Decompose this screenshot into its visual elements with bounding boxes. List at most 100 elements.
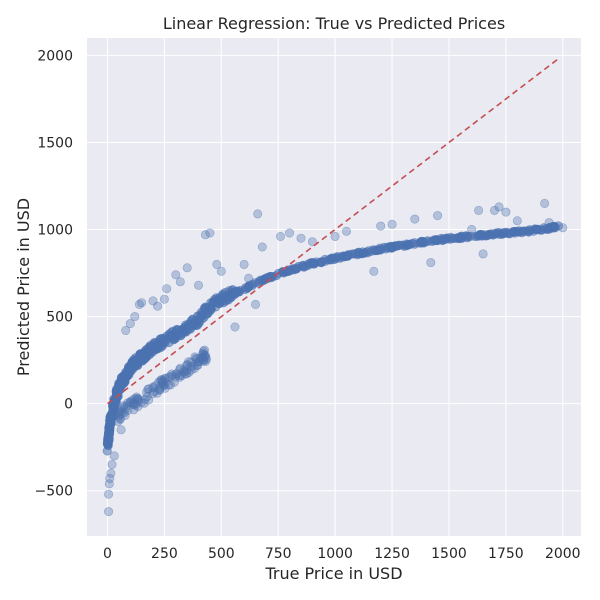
x-tick-label: 1500 [431,546,467,562]
data-point [175,363,185,373]
data-point [137,298,147,308]
y-tick-label: 500 [46,310,73,326]
data-point [335,253,345,263]
data-point [125,319,135,329]
data-point [171,270,181,280]
data-point [410,214,420,224]
data-point [198,355,208,365]
data-point [478,249,488,259]
data-point [512,216,522,226]
data-point [114,411,124,421]
data-point [296,233,306,243]
data-point [387,219,397,229]
data-point [154,377,164,387]
data-point [205,306,215,316]
y-tick-label: −500 [35,484,73,500]
data-point [148,296,158,306]
data-point [364,245,374,255]
data-point [140,394,150,404]
x-tick-label: 250 [151,546,178,562]
data-point [422,237,432,247]
data-point [194,280,204,290]
data-point [275,232,285,242]
data-point [175,277,185,287]
data-point [544,218,554,228]
x-tick-label: 2000 [545,546,581,562]
data-point [307,237,317,247]
data-point [109,451,119,461]
data-point [501,207,511,217]
data-point [230,322,240,332]
data-point [376,221,386,231]
data-point [162,284,172,294]
data-point [467,225,477,235]
data-point [114,407,124,417]
y-axis-label: Predicted Price in USD [14,198,33,376]
data-point [330,232,340,242]
data-point [103,430,113,440]
data-point [186,361,196,371]
data-point [212,259,222,269]
data-point [201,353,211,363]
y-tick-label: 1500 [37,135,73,151]
data-point [182,263,192,273]
data-point [163,372,173,382]
data-point [104,479,114,489]
reference-line [107,58,559,405]
x-axis-label: True Price in USD [264,564,402,583]
x-tick-label: 750 [265,546,292,562]
data-point [216,266,226,276]
data-point [479,230,489,240]
data-point [489,205,499,215]
data-point [257,242,267,252]
data-point [121,325,131,335]
data-point [285,228,295,238]
data-point [152,388,162,398]
data-point [244,281,254,291]
data-point [102,446,112,456]
data-point [251,299,261,309]
y-tick-label: 1000 [37,223,73,239]
plot-area [87,38,581,536]
data-point [474,205,484,215]
data-point [184,324,194,334]
data-point [123,398,133,408]
data-point [104,489,114,499]
x-tick-label: 0 [103,546,112,562]
data-point [107,460,117,470]
reference-line-group [107,58,559,405]
data-point [369,266,379,276]
data-point [153,301,163,311]
data-point [289,265,299,275]
data-point [132,394,142,404]
x-tick-label: 1000 [317,546,353,562]
data-point [130,399,140,409]
data-point [200,230,210,240]
data-point [239,259,249,269]
data-point [540,198,550,208]
data-point [231,289,241,299]
data-point [106,468,116,478]
y-tick-label: 2000 [37,48,73,64]
data-point [174,330,184,340]
data-point [253,209,263,219]
data-point [244,273,254,283]
data-point [116,425,126,435]
x-tick-label: 500 [208,546,235,562]
data-point [299,262,309,272]
x-tick-label: 1750 [488,546,524,562]
data-point [341,226,351,236]
data-point [205,228,215,238]
data-points [102,198,568,517]
data-point [447,234,457,244]
data-point [159,294,169,304]
data-point [195,313,205,323]
data-point [433,211,443,221]
data-point [558,223,568,233]
data-point [130,312,140,322]
data-point [179,367,189,377]
x-tick-label: 1250 [374,546,410,562]
data-point [410,238,420,248]
